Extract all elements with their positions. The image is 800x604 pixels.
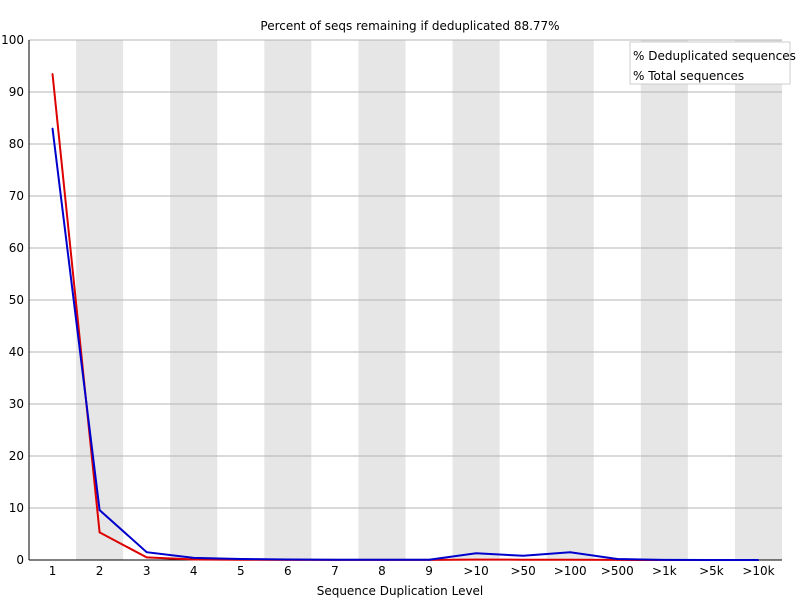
y-tick-label: 20 bbox=[9, 449, 24, 463]
series-0-point bbox=[475, 558, 477, 561]
series-0-point bbox=[569, 558, 572, 561]
series-1-point bbox=[710, 559, 713, 561]
x-tick-label: >10 bbox=[463, 564, 488, 578]
y-tick-label: 80 bbox=[9, 137, 24, 151]
x-tick-label: 6 bbox=[284, 564, 292, 578]
legend: % Deduplicated sequences % Total sequenc… bbox=[629, 41, 796, 85]
series-lines bbox=[51, 73, 760, 561]
y-tick-labels: 0 10 20 30 40 50 60 70 80 90 100 bbox=[1, 33, 24, 567]
y-tick-label: 0 bbox=[16, 553, 24, 567]
series-1-point bbox=[334, 558, 336, 561]
legend-entry-total: % Total sequences bbox=[633, 69, 744, 83]
series-1-point bbox=[475, 552, 477, 555]
y-tick-label: 70 bbox=[9, 189, 24, 203]
x-tick-label: 5 bbox=[237, 564, 245, 578]
series-1-point bbox=[239, 558, 242, 560]
series-1-point bbox=[98, 509, 101, 511]
series-0-point bbox=[522, 558, 524, 561]
y-tick-label: 10 bbox=[9, 501, 24, 515]
x-tick-label: 9 bbox=[425, 564, 433, 578]
x-tick-label: >1k bbox=[652, 564, 677, 578]
series-1-point bbox=[51, 127, 54, 130]
y-tick-label: 50 bbox=[9, 293, 24, 307]
legend-entry-deduplicated: % Deduplicated sequences bbox=[633, 49, 796, 63]
series-0-point bbox=[51, 73, 54, 75]
series-1-point bbox=[522, 555, 524, 557]
series-1-point bbox=[192, 557, 195, 559]
series-1-point bbox=[287, 558, 289, 561]
x-tick-label: 1 bbox=[49, 564, 57, 578]
x-tick-label: >5k bbox=[699, 564, 724, 578]
y-tick-label: 100 bbox=[1, 33, 24, 47]
x-tick-label: 4 bbox=[190, 564, 198, 578]
y-tick-label: 60 bbox=[9, 241, 24, 255]
series-1-point bbox=[663, 559, 666, 561]
chart-title: Percent of seqs remaining if deduplicate… bbox=[260, 19, 559, 33]
series-0-point bbox=[98, 531, 101, 534]
legend-box bbox=[629, 41, 791, 85]
x-tick-label: >10k bbox=[742, 564, 774, 578]
x-tick-label: 8 bbox=[378, 564, 386, 578]
series-1-point bbox=[428, 558, 430, 561]
x-tick-label: >50 bbox=[510, 564, 535, 578]
y-tick-label: 40 bbox=[9, 345, 24, 359]
x-tick-label: 3 bbox=[143, 564, 151, 578]
x-tick-label: >500 bbox=[601, 564, 634, 578]
series-1-point bbox=[381, 558, 383, 561]
x-tick-labels: 1 2 3 4 5 6 7 8 9 >10 >50 >100 >500 >1k >5k >10k bbox=[49, 564, 775, 578]
series-1-point bbox=[145, 551, 148, 553]
series-0-point bbox=[192, 558, 195, 561]
x-tick-label: 7 bbox=[331, 564, 339, 578]
x-axis-label: Sequence Duplication Level bbox=[317, 584, 484, 598]
series-0-point bbox=[145, 556, 148, 559]
y-tick-label: 90 bbox=[9, 85, 24, 99]
series-line-1 bbox=[51, 128, 759, 561]
x-tick-label: 2 bbox=[96, 564, 104, 578]
series-1-point bbox=[757, 559, 760, 561]
series-1-point bbox=[616, 558, 619, 560]
y-tick-label: 30 bbox=[9, 397, 24, 411]
series-1-point bbox=[569, 551, 572, 553]
x-tick-label: >100 bbox=[554, 564, 587, 578]
